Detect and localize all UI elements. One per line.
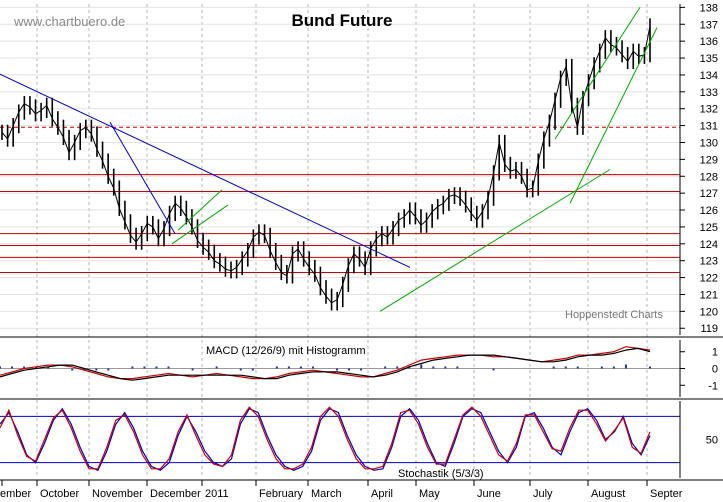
panel-frames xyxy=(0,4,723,481)
watermark: www.chartbuero.de xyxy=(13,14,125,29)
y-tick-label: 135 xyxy=(700,53,718,65)
y-tick-label: 125 xyxy=(700,222,718,234)
y-tick-label: 138 xyxy=(700,2,718,14)
y-tick-label: 128 xyxy=(700,171,718,183)
y-tick-label: 136 xyxy=(700,36,718,48)
x-tick-label: March xyxy=(311,488,342,500)
stochastic-y-tick-label: 50 xyxy=(706,435,718,447)
trendline xyxy=(569,27,658,204)
trendlines xyxy=(0,7,658,312)
trendline xyxy=(177,189,223,231)
y-tick-label: 121 xyxy=(700,289,718,301)
x-tick-label: October xyxy=(40,488,79,500)
y-tick-label: 137 xyxy=(700,19,718,31)
x-tick-label: ember xyxy=(0,488,32,500)
macd-panel xyxy=(0,346,680,381)
price-series xyxy=(1,18,651,311)
y-tick-label: 123 xyxy=(700,256,718,268)
stochastic-panel xyxy=(0,406,680,472)
x-tick-label: 2011 xyxy=(205,488,229,500)
y-tick-label: 124 xyxy=(700,239,718,251)
macd-y-tick-label: 0 xyxy=(712,364,718,376)
trendline xyxy=(109,121,176,234)
grid xyxy=(0,4,680,478)
macd-y-tick-label: 1 xyxy=(712,347,718,359)
x-tick-label: February xyxy=(259,488,304,500)
macd-title: MACD (12/26/9) mit Histogramm xyxy=(206,345,366,357)
x-tick-label: December xyxy=(150,488,201,500)
x-tick-label: Septer xyxy=(650,488,683,500)
x-tick-label: June xyxy=(477,488,501,500)
x-tick-label: April xyxy=(371,488,393,500)
macd-y-tick-label: -1 xyxy=(708,380,718,392)
chart-title: Bund Future xyxy=(291,11,392,30)
y-tick-label: 129 xyxy=(700,154,718,166)
trendline xyxy=(0,73,411,268)
x-tick-label: November xyxy=(92,488,143,500)
stochastic-line xyxy=(0,406,651,470)
x-tick-label: July xyxy=(533,488,553,500)
y-tick-label: 133 xyxy=(700,87,718,99)
y-tick-label: 130 xyxy=(700,137,718,149)
y-tick-label: 126 xyxy=(700,205,718,217)
stochastic-title: Stochastik (5/3/3) xyxy=(398,468,484,480)
y-tick-label: 127 xyxy=(700,188,718,200)
credit-label: Hoppenstedt Charts xyxy=(565,309,663,321)
macd-line xyxy=(0,347,651,381)
price-line xyxy=(1,25,651,304)
trendline xyxy=(379,169,611,312)
trendline xyxy=(554,7,641,140)
y-tick-label: 132 xyxy=(700,104,718,116)
x-tick-label: May xyxy=(419,488,440,500)
trendline xyxy=(171,204,229,245)
stochastic-line xyxy=(0,407,651,472)
y-tick-label: 134 xyxy=(700,70,718,82)
y-tick-label: 131 xyxy=(700,121,718,133)
y-tick-label: 120 xyxy=(700,306,718,318)
y-tick-label: 119 xyxy=(700,323,718,335)
x-tick-label: August xyxy=(591,488,625,500)
y-tick-label: 122 xyxy=(700,273,718,285)
